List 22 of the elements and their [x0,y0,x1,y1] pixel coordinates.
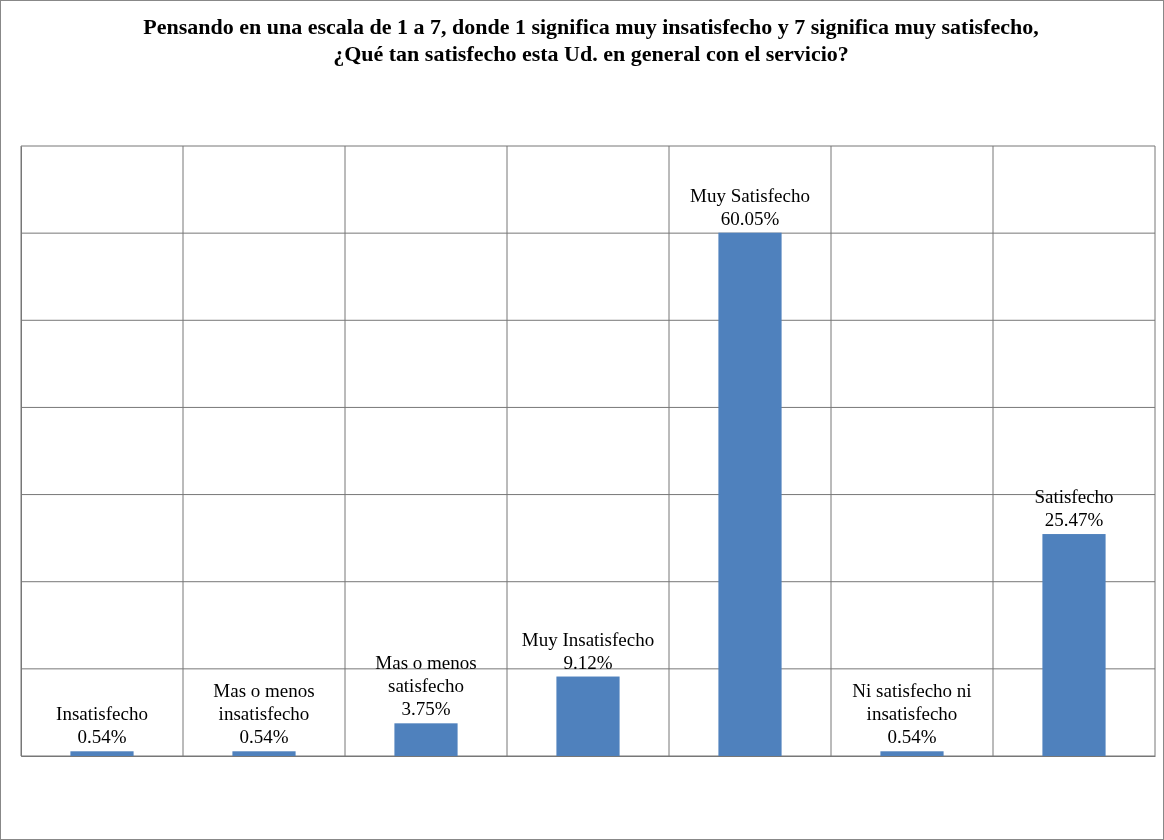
x-tick-label: Mas o menos insatisfecho [213,680,315,725]
bar [880,751,944,756]
data-label: 0.54% [887,726,937,748]
bar [718,232,782,756]
x-tick-label: Muy Satisfecho [690,184,810,206]
bar [1042,534,1106,756]
bar [556,676,620,756]
x-tick-label: Ni satisfecho ni insatisfecho [852,680,972,725]
chart-title: Pensando en una escala de 1 a 7, donde 1 significa muy insatisfecho y 7 significa muy satisfecho, ¿Qué tan satisfecho esta Ud. en general con el servicio? [142,13,1040,67]
data-label: 25.47% [1044,509,1104,531]
data-label: 3.75% [401,698,451,720]
data-label: 60.05% [720,207,780,229]
data-label: 9.12% [563,651,613,673]
bar [394,723,458,756]
x-tick-label: Insatisfecho [56,703,148,725]
x-tick-label: Mas o menos satisfecho [375,652,477,697]
x-tick-label: Satisfecho [1034,486,1114,508]
bar [232,751,296,756]
data-label: 0.54% [239,726,289,748]
x-tick-label: Muy Insatisfecho [521,628,655,650]
data-label: 0.54% [77,726,127,748]
bar [70,751,134,756]
